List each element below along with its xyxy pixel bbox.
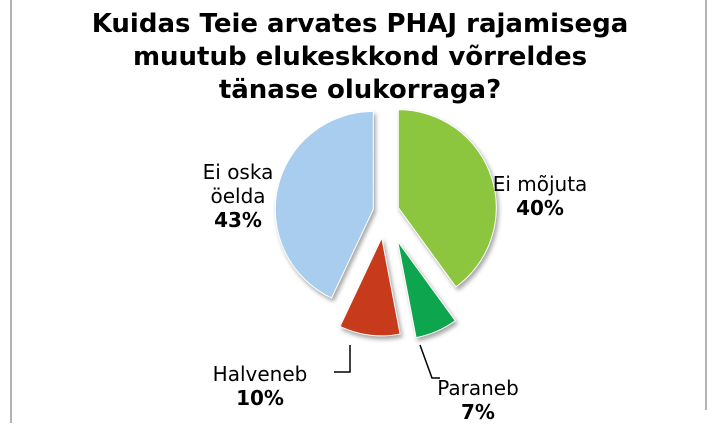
leader-line	[419, 344, 440, 379]
slice-label: Ei mõjuta 40%	[485, 172, 595, 220]
slice-label: Ei oska öelda 43%	[193, 160, 283, 232]
category-label: Halveneb	[212, 362, 308, 386]
slice-label: Halveneb 10%	[210, 362, 310, 410]
category-label: Ei oska öelda	[202, 160, 274, 208]
category-label: Ei mõjuta	[492, 172, 588, 196]
slice-label: Paraneb 7%	[433, 376, 523, 424]
leader-line	[334, 345, 351, 373]
value-label: 10%	[236, 386, 284, 410]
category-label: Paraneb	[437, 376, 519, 400]
pie-slice	[274, 110, 374, 299]
chart-title: Kuidas Teie arvates PHAJ rajamisega muut…	[91, 9, 629, 105]
value-label: 40%	[516, 196, 564, 220]
value-label: 7%	[461, 400, 495, 424]
pie-slice	[397, 241, 457, 339]
value-label: 43%	[214, 208, 262, 232]
pie-slice	[339, 236, 401, 337]
pie-slice	[397, 109, 497, 288]
